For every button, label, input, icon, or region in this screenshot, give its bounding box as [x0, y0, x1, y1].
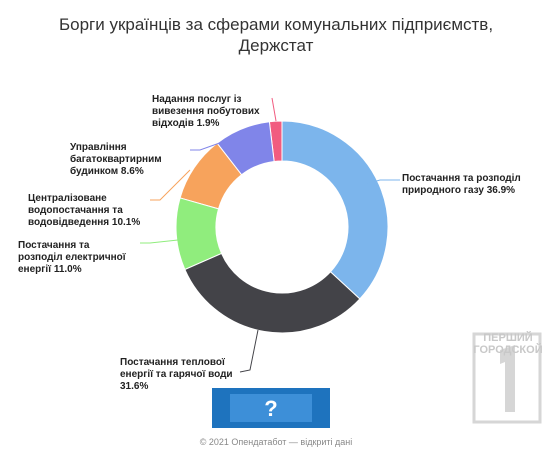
watermark-line: ПЕРШИЙ: [483, 332, 533, 344]
category-label: Централізоване водопостачання та водовід…: [28, 193, 123, 228]
logo-mark: [500, 345, 515, 412]
data-label: Постачання та розподіл електричної енерг…: [18, 240, 136, 276]
slice: [184, 252, 361, 334]
value-label: 10.1%: [111, 217, 141, 228]
data-label: Управління багатоквартирним будинком 8.6…: [70, 142, 180, 178]
value-label: 31.6%: [120, 381, 149, 392]
slice: [175, 197, 223, 271]
icon-box-inner: [230, 394, 312, 422]
value-label: 8.6%: [120, 166, 144, 177]
watermark: ПЕРШИЙ ГОРОДСКОЙ: [470, 332, 546, 356]
slice: [281, 120, 389, 300]
category-label: Надання послуг із вивезення побутових ві…: [152, 94, 260, 129]
data-label: Централізоване водопостачання та водовід…: [28, 193, 148, 229]
category-label: Постачання та розподіл електричної енерг…: [18, 240, 126, 275]
watermark-line: ГОРОДСКОЙ: [473, 344, 543, 356]
slice: [179, 142, 243, 210]
value-label: 11.0%: [53, 264, 82, 275]
data-label: Надання послуг із вивезення побутових ві…: [152, 94, 277, 130]
leader-lines: [140, 97, 400, 373]
icon-mark: ?: [264, 396, 277, 421]
title-box: Борги українців за сферами комунальних п…: [0, 14, 552, 56]
data-label: Постачання теплової енергії та гарячої в…: [120, 357, 250, 393]
category-label: Управління багатоквартирним будинком: [70, 142, 162, 177]
value-label: 1.9%: [196, 118, 220, 129]
chart-title: Борги українців за сферами комунальних п…: [58, 15, 494, 55]
category-label: Постачання та розподіл природного газу: [402, 173, 521, 196]
category-label: Постачання теплової енергії та гарячої в…: [120, 357, 233, 380]
data-label: Постачання та розподіл природного газу 3…: [402, 173, 527, 197]
logo-frame: [472, 332, 542, 424]
value-label: 36.9%: [486, 185, 516, 196]
source: © 2021 Опендатабот — відкриті дані: [199, 437, 353, 447]
